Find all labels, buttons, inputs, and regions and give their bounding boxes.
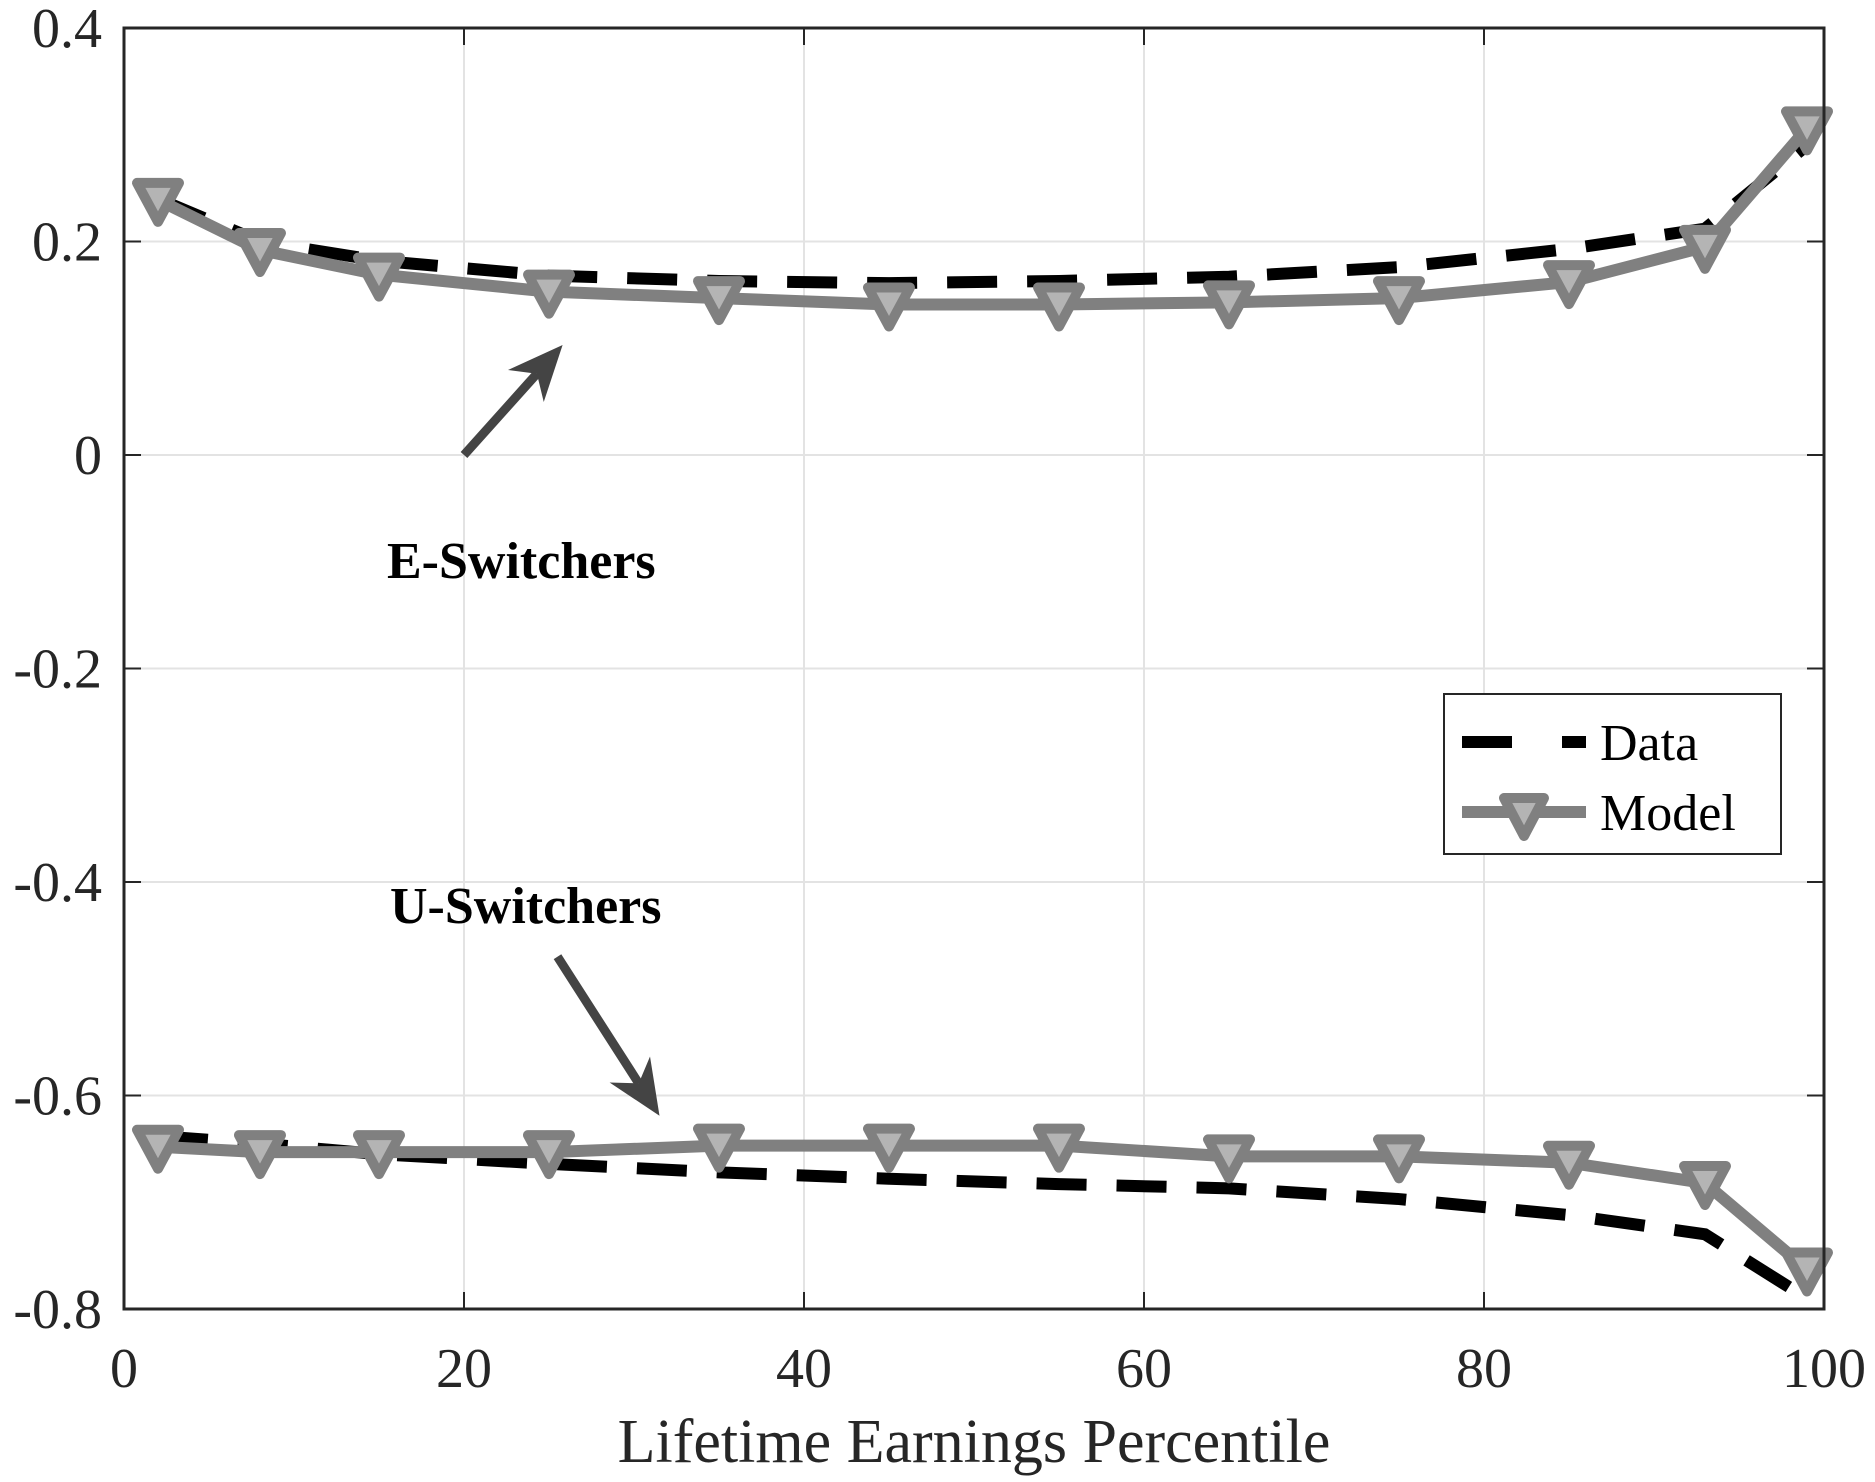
triangle-down-marker [132, 177, 184, 227]
arrow-head [609, 1056, 660, 1116]
annotation-label-u-switchers: U-Switchers [390, 878, 662, 935]
y-tick-label: -0.4 [13, 852, 102, 914]
triangle-down-marker [234, 1130, 286, 1180]
series-group [132, 106, 1833, 1304]
triangle-down-marker [863, 282, 915, 332]
arrow-icon [553, 954, 660, 1116]
triangle-down-marker [1373, 1134, 1425, 1184]
model-line [157, 1139, 1811, 1275]
triangle-down-marker [863, 1123, 915, 1173]
y-tick-label: 0.4 [32, 0, 102, 60]
series-model-e-switchers [132, 106, 1833, 332]
annotation-e-switchers: E-Switchers [387, 345, 656, 590]
legend-item-model: Model [1462, 785, 1736, 842]
legend-box [1443, 693, 1782, 855]
arrow-shaft [460, 370, 541, 459]
triangle-down-marker [523, 1130, 575, 1180]
legend: Data Model [1443, 693, 1782, 855]
triangle-down-marker [1679, 224, 1731, 274]
triangle-down-marker [1781, 106, 1833, 156]
triangle-down-marker [1033, 282, 1085, 332]
triangle-down-marker [523, 269, 575, 319]
triangle-down-marker [1781, 1247, 1833, 1297]
x-tick-label: 100 [1782, 1338, 1866, 1400]
x-tick-label: 20 [436, 1338, 492, 1400]
arrow-head [508, 345, 563, 403]
gridlines [124, 28, 1824, 1309]
data-line [155, 140, 1811, 290]
legend-label-model: Model [1600, 785, 1736, 842]
triangle-down-marker [693, 276, 745, 326]
annotation-label-e-switchers: E-Switchers [387, 533, 656, 590]
x-tick-label: 80 [1456, 1338, 1512, 1400]
series-data-e-switchers [155, 140, 1811, 290]
x-tick-label: 0 [110, 1338, 138, 1400]
triangle-down-marker [693, 1123, 745, 1173]
arrow-shaft [553, 954, 643, 1086]
legend-label-data: Data [1600, 715, 1698, 772]
triangle-down-marker [1543, 1140, 1595, 1190]
y-tick-label: -0.2 [13, 639, 102, 701]
triangle-down-marker [1679, 1161, 1731, 1211]
arrow-icon [460, 345, 563, 459]
triangle-down-marker [1373, 276, 1425, 326]
y-tick-label: 0 [74, 425, 102, 487]
triangle-down-marker [234, 228, 286, 278]
triangle-down-marker [353, 252, 405, 302]
triangle-down-marker [1203, 1134, 1255, 1184]
triangle-down-marker [1543, 260, 1595, 310]
triangle-down-marker [1033, 1123, 1085, 1173]
x-axis-label: Lifetime Earnings Percentile [618, 1408, 1331, 1476]
model-line [155, 124, 1812, 311]
triangle-down-marker-icon [1499, 793, 1549, 841]
y-tick-label: 0.2 [32, 212, 102, 274]
y-tick-label: -0.6 [13, 1066, 102, 1128]
triangle-down-marker [132, 1124, 184, 1174]
x-tick-label: 60 [1116, 1338, 1172, 1400]
legend-item-data: Data [1462, 715, 1698, 772]
axes [122, 26, 1826, 1311]
series-model-u-switchers [132, 1123, 1833, 1297]
tick-labels: 0 20 40 60 80 100 0.4 0.2 0 -0.2 -0.4 -0.6 -0.8 [13, 0, 1866, 1400]
triangle-down-marker [1203, 280, 1255, 330]
annotation-u-switchers: U-Switchers [390, 878, 662, 1116]
y-tick-label: -0.8 [13, 1279, 102, 1341]
x-tick-label: 40 [776, 1338, 832, 1400]
triangle-down-marker [353, 1130, 405, 1180]
